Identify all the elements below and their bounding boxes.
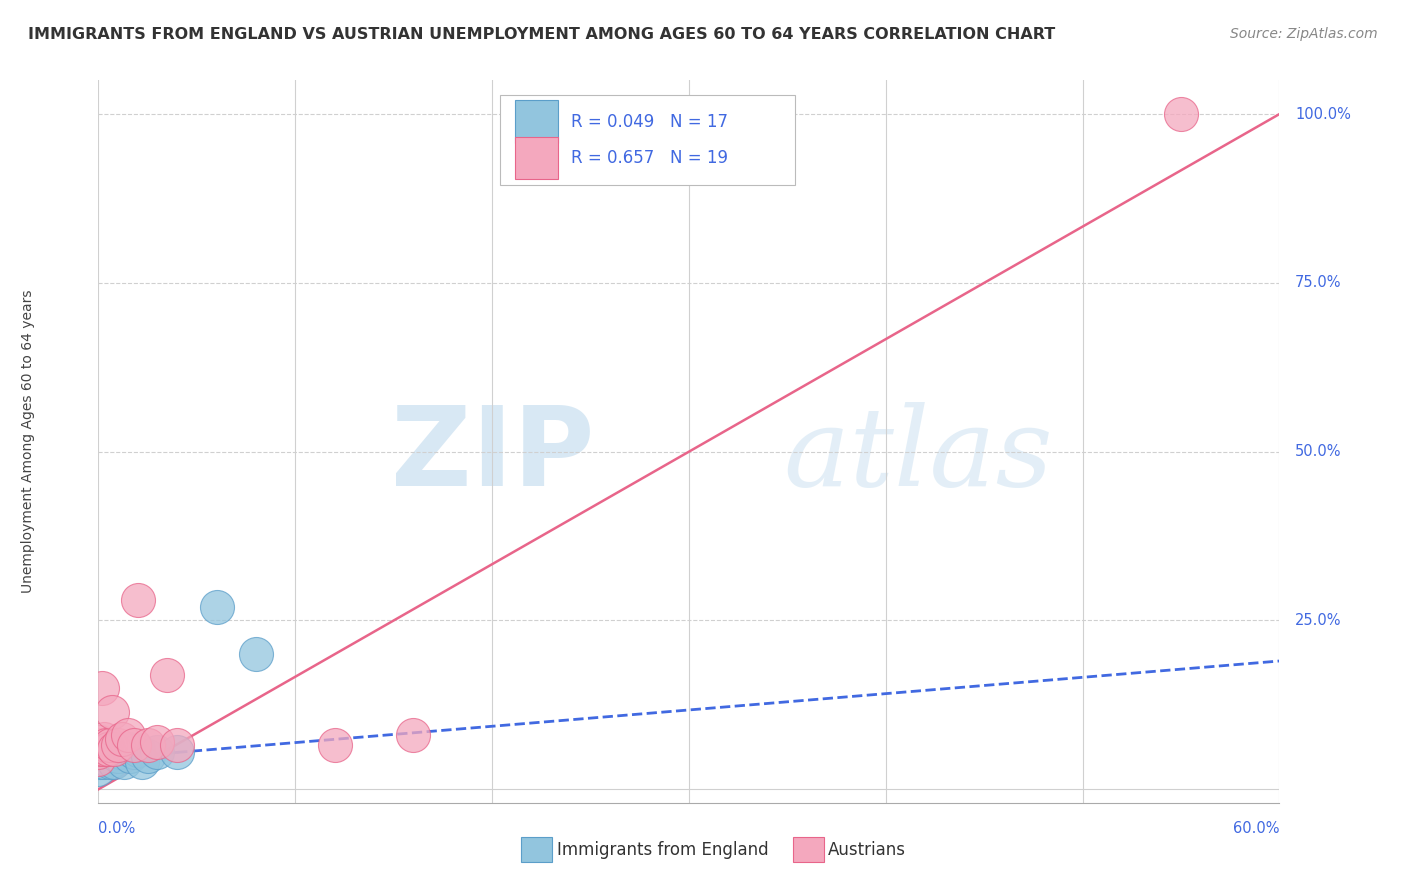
Text: Immigrants from England: Immigrants from England — [557, 841, 768, 859]
Point — [118, 748, 141, 763]
Point — [98, 756, 121, 770]
Point — [127, 593, 149, 607]
Point — [87, 752, 110, 766]
Point — [166, 745, 188, 759]
Point — [93, 756, 115, 770]
Point — [107, 748, 129, 763]
Point — [108, 745, 131, 759]
Point — [87, 762, 110, 776]
Point — [97, 748, 120, 763]
Point — [166, 739, 188, 753]
Text: Austrians: Austrians — [828, 841, 907, 859]
Text: 100.0%: 100.0% — [1295, 106, 1351, 121]
Point — [112, 756, 135, 770]
Point — [103, 741, 125, 756]
Point — [87, 745, 110, 759]
FancyBboxPatch shape — [501, 95, 796, 185]
Point — [89, 735, 111, 749]
Text: 50.0%: 50.0% — [1295, 444, 1341, 459]
Point — [103, 756, 125, 770]
Text: ZIP: ZIP — [391, 402, 595, 509]
Text: 75.0%: 75.0% — [1295, 276, 1341, 291]
Point — [111, 731, 134, 746]
Point — [91, 741, 114, 756]
Text: 25.0%: 25.0% — [1295, 613, 1341, 628]
Point — [98, 739, 121, 753]
Point — [93, 731, 115, 746]
Point — [96, 741, 118, 756]
Point — [156, 667, 179, 681]
Point — [93, 741, 115, 756]
Point — [245, 647, 267, 661]
Point — [89, 756, 111, 770]
Point — [402, 728, 425, 742]
Point — [146, 735, 169, 749]
Point — [97, 741, 120, 756]
Point — [87, 739, 110, 753]
FancyBboxPatch shape — [516, 136, 558, 179]
Point — [96, 752, 118, 766]
Point — [107, 739, 129, 753]
Text: 60.0%: 60.0% — [1233, 821, 1279, 836]
Point — [122, 745, 145, 759]
Text: Source: ZipAtlas.com: Source: ZipAtlas.com — [1230, 27, 1378, 41]
Point — [136, 739, 159, 753]
Point — [89, 745, 111, 759]
Point — [205, 599, 228, 614]
Point — [93, 745, 115, 759]
Text: 0.0%: 0.0% — [98, 821, 135, 836]
Point — [117, 728, 139, 742]
Point — [146, 745, 169, 759]
Point — [323, 739, 346, 753]
Point — [96, 739, 118, 753]
Text: IMMIGRANTS FROM ENGLAND VS AUSTRIAN UNEMPLOYMENT AMONG AGES 60 TO 64 YEARS CORRE: IMMIGRANTS FROM ENGLAND VS AUSTRIAN UNEM… — [28, 27, 1056, 42]
Point — [101, 745, 124, 759]
Point — [1170, 107, 1192, 121]
Point — [131, 756, 153, 770]
FancyBboxPatch shape — [516, 100, 558, 143]
Point — [91, 748, 114, 763]
Point — [117, 741, 139, 756]
Text: Unemployment Among Ages 60 to 64 years: Unemployment Among Ages 60 to 64 years — [21, 290, 35, 593]
FancyBboxPatch shape — [522, 838, 553, 862]
Point — [89, 741, 111, 756]
Point — [127, 743, 149, 757]
Text: atlas: atlas — [783, 402, 1053, 509]
Point — [136, 748, 159, 763]
Text: R = 0.049   N = 17: R = 0.049 N = 17 — [571, 112, 728, 130]
Point — [87, 752, 110, 766]
Point — [101, 705, 124, 719]
Point — [122, 739, 145, 753]
Text: R = 0.657   N = 19: R = 0.657 N = 19 — [571, 149, 728, 167]
Point — [91, 681, 114, 695]
FancyBboxPatch shape — [793, 838, 824, 862]
